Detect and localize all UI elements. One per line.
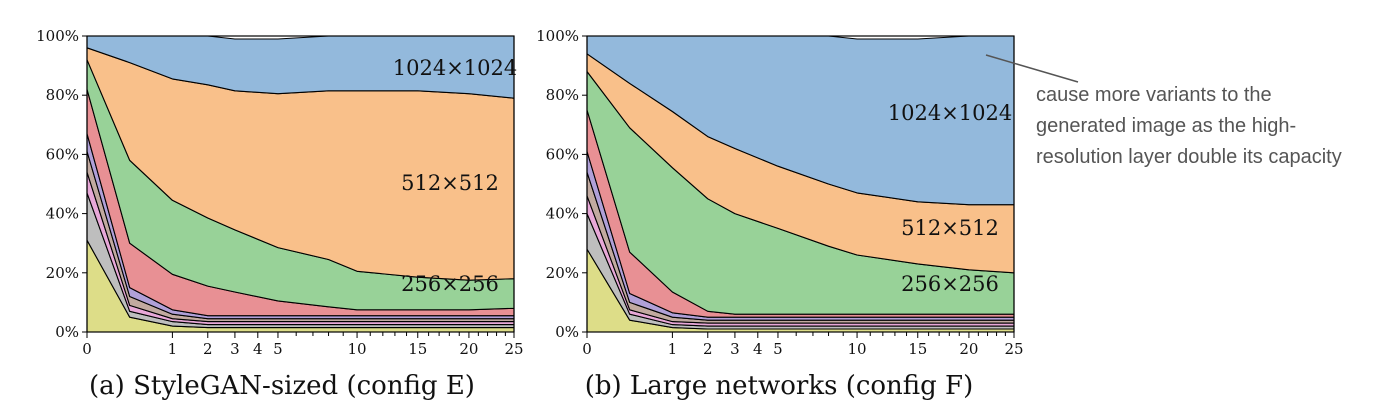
chart-b-y-axis: 0% 20% 40% 60% 80% 100% [536, 27, 587, 341]
chart-a-areas [86, 35, 515, 333]
chart-a-area-label-512: 512×512 [401, 171, 499, 195]
chart-b-area-label-256: 256×256 [901, 272, 999, 296]
x-tick-label: 3 [230, 340, 240, 358]
y-tick-label: 80% [46, 86, 79, 104]
x-tick-label: 1 [168, 340, 178, 358]
chart-b-areas [586, 35, 1015, 333]
x-tick-label: 2 [203, 340, 213, 358]
x-tick-label: 10 [848, 340, 867, 358]
y-tick-label: 0% [55, 323, 79, 341]
y-tick-label: 60% [546, 145, 579, 163]
x-tick-label: 25 [1004, 340, 1023, 358]
chart-b-area-label-512: 512×512 [901, 216, 999, 240]
x-tick-label: 10 [348, 340, 367, 358]
x-tick-label: 25 [504, 340, 523, 358]
annotation-line-1: cause more variants to the [1036, 84, 1272, 106]
x-tick-label: 20 [959, 340, 978, 358]
x-tick-label: 2 [703, 340, 713, 358]
annotation-line-2: generated image as the high- [1036, 115, 1297, 137]
x-tick-label: 1 [668, 340, 678, 358]
y-tick-label: 20% [546, 264, 579, 282]
x-tick-label: 15 [408, 340, 427, 358]
x-tick-label: 5 [773, 340, 783, 358]
y-tick-label: 60% [46, 145, 79, 163]
chart-a: 0% 20% 40% 60% 80% 100% 0 1 2 3 4 5 10 15 20 25 1024×1… [36, 27, 523, 401]
y-tick-label: 100% [536, 27, 579, 45]
y-tick-label: 0% [555, 323, 579, 341]
y-tick-label: 20% [46, 264, 79, 282]
chart-a-area-label-1024: 1024×1024 [393, 56, 517, 80]
y-tick-label: 80% [546, 86, 579, 104]
chart-b: 0% 20% 40% 60% 80% 100% 0 1 2 3 4 5 10 15 20 25 1024×1… [536, 27, 1023, 401]
annotation-leader-line [985, 54, 1079, 83]
chart-b-plot-frame [586, 35, 1015, 333]
y-tick-label: 40% [546, 205, 579, 223]
x-tick-label: 0 [82, 340, 92, 358]
y-tick-label: 100% [36, 27, 79, 45]
x-tick-label: 4 [753, 340, 763, 358]
chart-a-area-label-256: 256×256 [401, 272, 499, 296]
x-tick-label: 15 [908, 340, 927, 358]
chart-a-plot-frame [86, 35, 515, 333]
chart-a-caption: (a) StyleGAN-sized (config E) [89, 371, 475, 401]
chart-b-area-label-1024: 1024×1024 [888, 101, 1012, 125]
annotation-line-3: resolution layer double its capacity [1036, 146, 1342, 168]
x-tick-label: 5 [273, 340, 283, 358]
chart-b-x-axis: 0 1 2 3 4 5 10 15 20 25 [582, 332, 1024, 358]
x-tick-label: 4 [253, 340, 263, 358]
chart-b-caption: (b) Large networks (config F) [585, 371, 974, 401]
x-tick-label: 0 [582, 340, 592, 358]
x-tick-label: 20 [459, 340, 478, 358]
chart-a-y-axis: 0% 20% 40% 60% 80% 100% [36, 27, 87, 341]
chart-a-x-axis: 0 1 2 3 4 5 10 15 20 25 [82, 332, 524, 358]
x-tick-label: 3 [730, 340, 740, 358]
annotation-text: cause more variants to the generated ima… [1036, 80, 1396, 173]
y-tick-label: 40% [46, 205, 79, 223]
